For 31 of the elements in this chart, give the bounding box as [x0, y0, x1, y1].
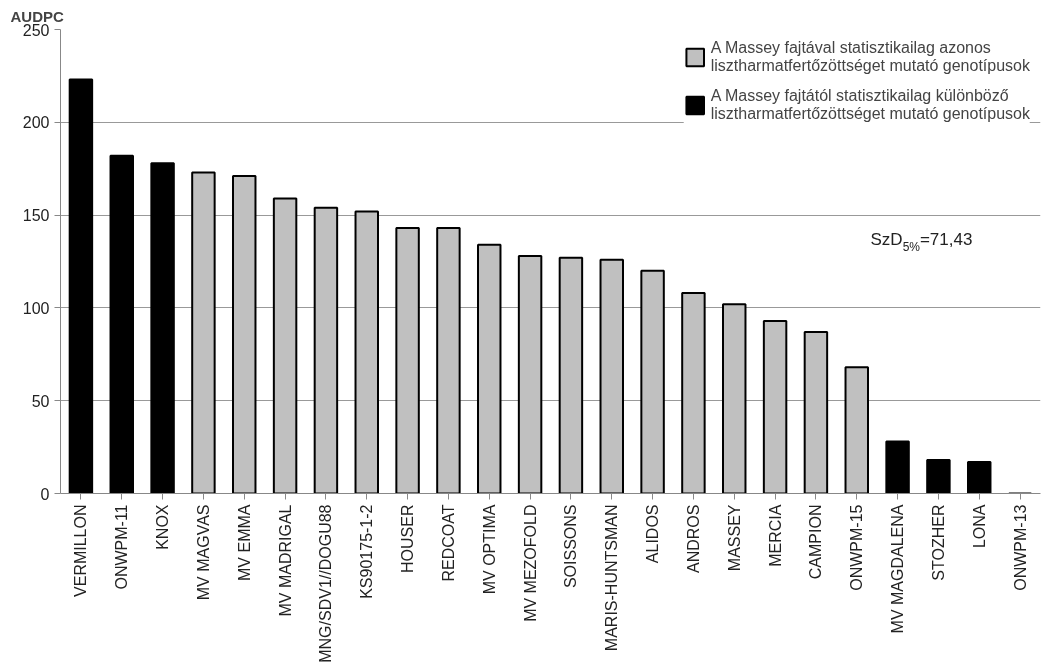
x-tick-label: ANDROS: [684, 504, 702, 573]
x-tick-label: MV MAGVAS: [194, 504, 212, 601]
x-tick-label: CAMPION: [807, 504, 825, 580]
x-tick-label: ALIDOS: [644, 504, 662, 564]
x-tick-label: MARIS-HUNTSMAN: [603, 504, 621, 652]
x-tick-label: KS90175-1-2: [358, 504, 376, 599]
x-tick-label: STOZHER: [929, 504, 947, 581]
x-tick-label: ONWPM-13: [1011, 504, 1029, 591]
y-tick-label: 200: [22, 114, 50, 132]
x-tick-label: MV MEZOFOLD: [521, 504, 539, 622]
x-tick-label: MNG/SDV1//DOGU88: [317, 504, 335, 663]
x-tick-label: MASSEY: [725, 504, 743, 572]
y-tick-label: 50: [31, 392, 50, 410]
legend-label: A Massey fajtával statisztikailag azonos lisztharmatfertőzöttséget mutató genotípusok: [710, 39, 1030, 75]
x-tick-label: ONWPM-15: [848, 504, 866, 591]
x-tick-label: MV MADRIGAL: [276, 504, 294, 617]
x-tick-label: HOUSER: [399, 504, 417, 573]
x-tick-label: MV OPTIMA: [480, 504, 498, 595]
x-tick-label: SOISSONS: [562, 504, 580, 589]
x-tick-label: MERCIA: [766, 504, 784, 567]
x-tick-label: ONWPM-11: [113, 504, 131, 590]
y-tick-label: 100: [22, 299, 50, 317]
x-tick-label: VERMILLON: [72, 504, 90, 597]
y-tick-label: 0: [40, 485, 50, 503]
x-tick-label: MV EMMA: [235, 504, 253, 581]
x-tick-label: REDCOAT: [439, 504, 457, 582]
x-tick-label: MV MAGDALENA: [889, 504, 907, 634]
x-tick-label: LONA: [970, 504, 988, 549]
y-tick-label: 150: [22, 207, 50, 225]
legend-label: A Massey fajtától statisztikailag különböző lisztharmatfertőzöttséget mutató genotípusok: [710, 87, 1030, 123]
x-tick-label: KNOX: [154, 504, 172, 550]
